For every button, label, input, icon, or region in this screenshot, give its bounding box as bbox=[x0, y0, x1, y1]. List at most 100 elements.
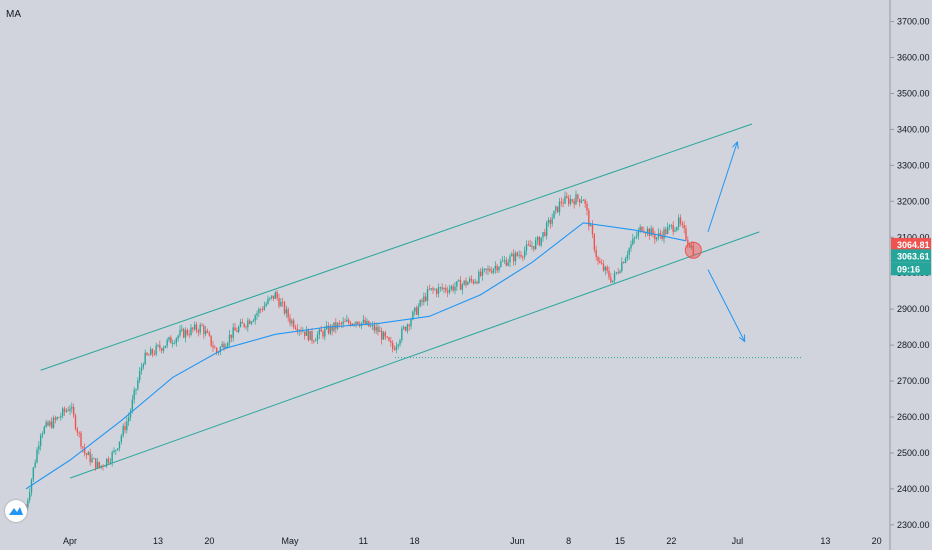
candle-body bbox=[89, 452, 91, 463]
price-tick-label: 2400.00 bbox=[897, 484, 930, 494]
projection-down-arrow bbox=[707, 269, 746, 342]
candle-body bbox=[177, 335, 179, 339]
candle-body bbox=[340, 323, 343, 325]
countdown-badge: 09:16 bbox=[897, 264, 920, 274]
candle-body bbox=[575, 194, 577, 205]
candle-body bbox=[49, 421, 51, 426]
candle-body bbox=[210, 335, 212, 346]
candle-body bbox=[320, 329, 322, 332]
candle-body bbox=[423, 296, 425, 302]
candle-body bbox=[250, 321, 253, 324]
candle-body bbox=[666, 227, 669, 234]
candle-body bbox=[511, 253, 513, 257]
candle-body bbox=[628, 248, 630, 256]
candle-body bbox=[551, 218, 553, 224]
candle-body bbox=[426, 289, 429, 301]
candle-body bbox=[259, 309, 262, 310]
candle-body bbox=[549, 219, 552, 224]
candle-body bbox=[380, 330, 383, 340]
candle-body bbox=[248, 320, 251, 324]
candle-body bbox=[223, 343, 225, 349]
bid-price-badge: 3063.61 bbox=[897, 251, 930, 261]
candle-body bbox=[555, 206, 557, 211]
candle-body bbox=[201, 325, 203, 326]
candle-body bbox=[573, 200, 575, 205]
candle-body bbox=[652, 228, 654, 235]
candle-body bbox=[613, 273, 616, 281]
candle-body bbox=[157, 345, 159, 346]
time-tick-label: 8 bbox=[566, 536, 571, 546]
candle-body bbox=[105, 458, 108, 466]
candle-body bbox=[135, 388, 137, 391]
candle-body bbox=[215, 347, 218, 353]
candle-body bbox=[292, 320, 295, 328]
candle-body bbox=[547, 219, 550, 223]
candle-body bbox=[611, 280, 614, 283]
time-tick-label: 22 bbox=[666, 536, 676, 546]
candle-body bbox=[87, 452, 90, 456]
candle-body bbox=[102, 465, 104, 467]
candle-body bbox=[307, 329, 310, 341]
candle-body bbox=[335, 322, 337, 329]
candle-body bbox=[450, 286, 453, 289]
candle-body bbox=[415, 307, 418, 315]
candle-body bbox=[212, 345, 214, 348]
candle-body bbox=[602, 263, 605, 271]
candle-body bbox=[428, 289, 431, 291]
candle-body bbox=[560, 201, 563, 203]
price-tick-label: 3500.00 bbox=[897, 88, 930, 98]
candle-body bbox=[364, 319, 366, 325]
time-tick-label: Jun bbox=[510, 536, 525, 546]
candle-body bbox=[269, 297, 271, 299]
candle-body bbox=[38, 445, 40, 450]
candle-body bbox=[47, 422, 49, 426]
candle-body bbox=[126, 421, 128, 431]
candle-body bbox=[443, 288, 445, 290]
candle-body bbox=[148, 354, 150, 356]
candle-body bbox=[96, 461, 99, 469]
candle-body bbox=[606, 267, 608, 271]
indicator-label[interactable]: MA bbox=[6, 9, 21, 20]
time-tick-label: 13 bbox=[153, 536, 163, 546]
candle-body bbox=[637, 230, 640, 237]
candle-body bbox=[386, 336, 388, 338]
candle-body bbox=[36, 449, 38, 463]
candle-body bbox=[483, 268, 486, 270]
candle-body bbox=[621, 262, 623, 272]
candle-body bbox=[404, 326, 407, 331]
logo[interactable] bbox=[5, 500, 27, 522]
price-tick-label: 3400.00 bbox=[897, 124, 930, 134]
candle-body bbox=[402, 326, 405, 329]
price-tick-label: 2500.00 bbox=[897, 448, 930, 458]
candle-body bbox=[399, 340, 401, 345]
candle-body bbox=[476, 281, 478, 284]
candle-body bbox=[661, 235, 663, 239]
candle-body bbox=[384, 332, 387, 337]
candle-body bbox=[188, 334, 190, 336]
candle-body bbox=[595, 250, 597, 257]
candle-body bbox=[531, 246, 533, 247]
candle-body bbox=[181, 328, 183, 331]
candle-body bbox=[104, 465, 106, 467]
candle-body bbox=[542, 232, 544, 238]
candle-body bbox=[285, 309, 288, 314]
candle-body bbox=[589, 224, 592, 227]
candle-body bbox=[314, 340, 317, 342]
candle-body bbox=[58, 417, 60, 418]
candle-body bbox=[467, 282, 469, 286]
candle-body bbox=[138, 371, 141, 381]
candle-body bbox=[39, 435, 42, 446]
candle-body bbox=[434, 289, 436, 291]
projection-up-arrow-head bbox=[732, 140, 739, 149]
candle-body bbox=[610, 277, 612, 283]
candle-body bbox=[322, 331, 324, 337]
candle-body bbox=[562, 202, 564, 204]
time-tick-label: 13 bbox=[820, 536, 830, 546]
candle-body bbox=[353, 323, 355, 325]
candle-body bbox=[597, 256, 599, 262]
candle-body bbox=[630, 244, 632, 249]
projection-down-arrow-head bbox=[738, 334, 746, 343]
candle-body bbox=[461, 284, 464, 290]
